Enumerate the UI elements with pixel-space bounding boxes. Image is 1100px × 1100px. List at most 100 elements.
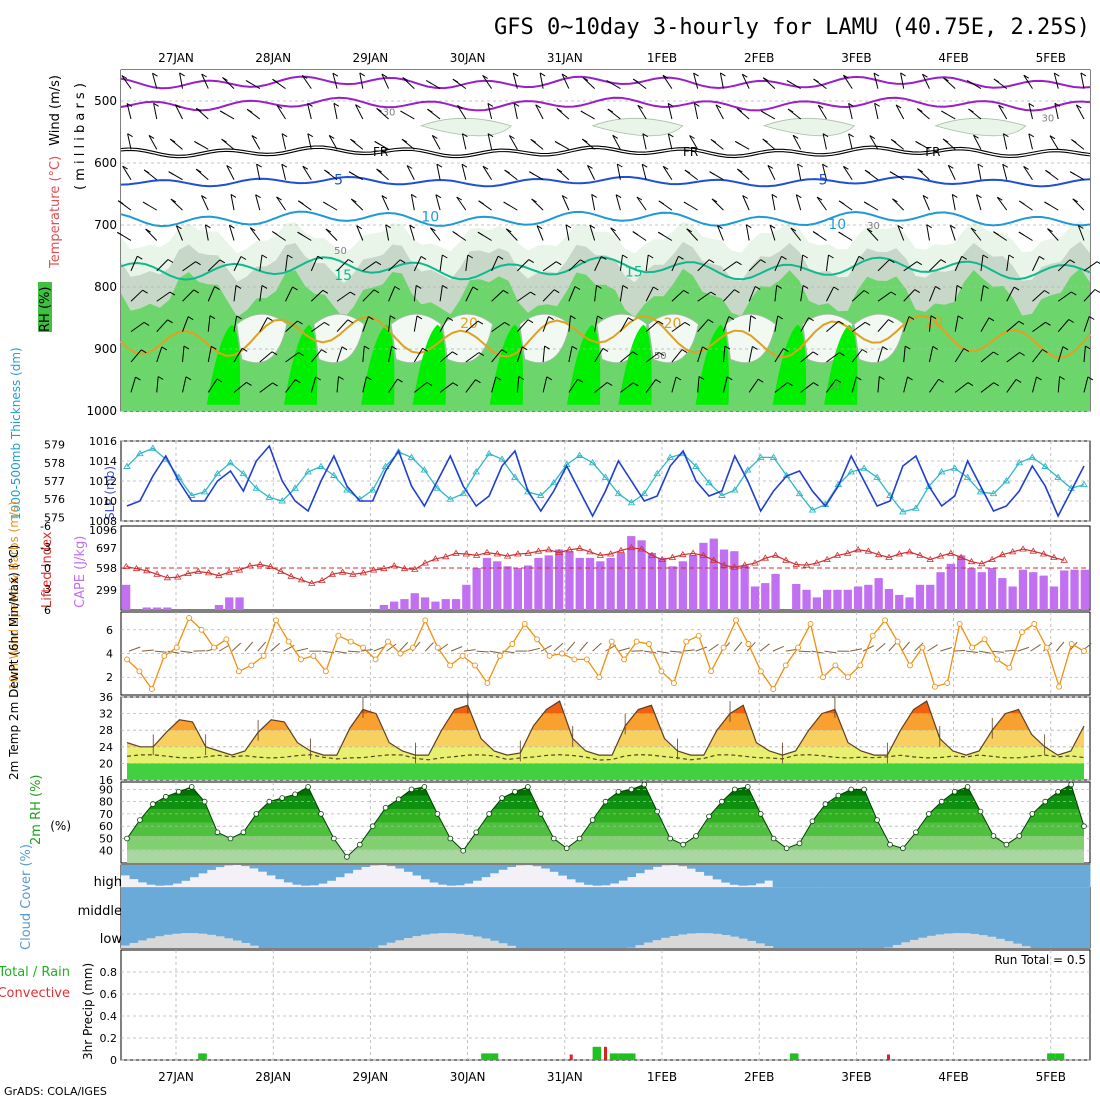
contour-label-15: 15 <box>334 268 352 284</box>
wind-barb-flag <box>715 104 722 109</box>
wind-barb-10m <box>888 641 898 652</box>
wind-barb-10m <box>1004 649 1017 652</box>
wind-speed-marker <box>869 632 876 639</box>
wind-barb <box>233 348 243 363</box>
wind-barb <box>285 352 299 363</box>
cloud-high-bar <box>138 865 148 883</box>
wind-barb-flag <box>422 347 428 352</box>
wind-barb-flag <box>694 102 700 107</box>
cloud-low-bar <box>652 940 662 948</box>
rh-marker <box>848 786 854 793</box>
wind-barb-flag <box>735 140 741 145</box>
wind-barb-flag <box>889 259 895 264</box>
wind-barb-flag <box>272 382 278 387</box>
cloud-high-bar <box>318 865 328 884</box>
panel-frame-pr <box>120 949 1091 1061</box>
wind-barb-flag <box>812 231 819 236</box>
wind-barb <box>980 285 984 302</box>
wind-barb <box>413 348 424 363</box>
slp-tick: 1010 <box>89 495 117 508</box>
wind-barb-flag <box>338 376 344 380</box>
wind-barb-flag <box>530 138 536 143</box>
rh-dry-pocket <box>236 313 288 364</box>
cape-bar <box>730 551 739 610</box>
precip-total-label: Total / Rain <box>0 965 70 980</box>
cape-bar <box>926 584 935 610</box>
rh-marker <box>188 784 195 790</box>
wind-barb-10m <box>927 644 938 652</box>
wind-barb-flag <box>467 254 474 259</box>
wind-barb <box>439 351 453 363</box>
wind-barb-flag <box>261 284 268 289</box>
wind-barb <box>895 104 905 120</box>
temp2m-label: 2m Temp 2m DewPt (6hr Min/Max) (°C) <box>7 545 21 780</box>
wind-barb-flag <box>503 289 509 294</box>
rh-marker <box>822 801 829 807</box>
li-marker <box>215 571 223 579</box>
wind-barb-10m <box>953 649 966 652</box>
date-label-top: 28JAN <box>255 51 291 65</box>
wind-barb <box>848 133 853 150</box>
cape-bar <box>833 589 842 610</box>
wind-barb-flag <box>153 102 159 107</box>
wind-barb <box>356 225 364 241</box>
wind-barb <box>310 376 317 393</box>
thickness-marker <box>291 484 299 491</box>
wind-barb-flag <box>374 140 380 145</box>
wind-barb-flag <box>932 345 939 350</box>
wind-barb-flag <box>610 227 616 232</box>
wind-barb <box>145 228 158 241</box>
wind-barb <box>1054 103 1059 120</box>
wind-barb-flag <box>1018 320 1025 325</box>
thickness-marker <box>511 473 519 480</box>
slp-tick: 1012 <box>89 475 117 488</box>
wind-barb-flag <box>940 259 947 264</box>
li-marker <box>895 550 904 557</box>
wind-barb <box>1028 133 1033 150</box>
wind-barb <box>790 227 802 241</box>
wind-barb <box>130 321 145 333</box>
wind-barb <box>182 346 185 363</box>
wind-barb <box>568 346 573 363</box>
precip-bar <box>618 1053 627 1060</box>
rh-marker <box>719 798 725 805</box>
cape-bar <box>420 597 430 610</box>
wind-barb-flag <box>126 103 133 107</box>
wind-barb <box>1032 256 1040 272</box>
wind-barb-10m <box>141 649 154 652</box>
thickness-marker <box>252 484 261 491</box>
cape-bar <box>884 589 894 610</box>
wind-barb <box>207 286 216 302</box>
wind-barb <box>388 378 398 393</box>
cloud-high-bar <box>575 865 585 883</box>
cloud-high-bar <box>952 865 962 888</box>
wind-barb <box>256 164 261 180</box>
rh-marker <box>913 829 919 836</box>
wind-barb-flag <box>866 228 873 233</box>
wind-barb-flag <box>601 255 607 260</box>
wind-barb <box>662 75 673 89</box>
wind-barb-flag <box>710 291 716 296</box>
wind-barb-flag <box>926 224 932 229</box>
wind-barb-flag <box>1072 198 1078 203</box>
wind-barb <box>980 317 990 332</box>
wind-barb <box>874 103 879 120</box>
cape-bar <box>1018 569 1028 610</box>
wind-barb <box>1057 319 1070 332</box>
wind-barb <box>516 376 520 393</box>
rh-marker <box>680 841 686 848</box>
wind-barb <box>851 349 863 363</box>
wind-barb <box>892 198 905 211</box>
li-marker <box>936 552 945 559</box>
cape-bar <box>1060 570 1069 610</box>
wind-barb-10m <box>862 645 875 652</box>
wind-barb <box>565 224 570 241</box>
li-marker <box>854 546 862 553</box>
wind-barb-flag <box>843 74 849 79</box>
wind-barb-flag <box>752 345 758 350</box>
rh-marker <box>447 835 454 842</box>
cloud-high-bar <box>438 865 448 885</box>
thickness-marker <box>1028 453 1037 460</box>
wind-speed-marker <box>1006 664 1013 671</box>
wind-barb-flag <box>950 224 956 229</box>
